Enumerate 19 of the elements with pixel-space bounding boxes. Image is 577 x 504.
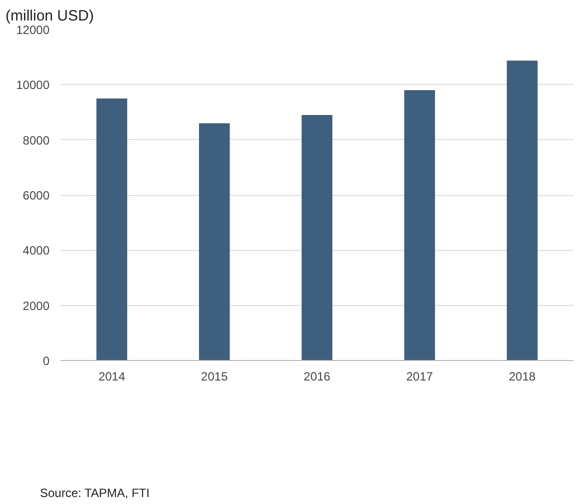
y-tick-label: 8000: [22, 133, 50, 148]
y-tick-label: 10000: [16, 78, 50, 92]
y-tick-label: 4000: [22, 244, 50, 258]
y-tick-label: 0: [42, 354, 50, 368]
source-note: Source: TAPMA, FTI: [40, 485, 150, 502]
bar: [96, 98, 128, 360]
bar: [302, 115, 332, 360]
x-tick-label: 2014: [98, 370, 126, 384]
bar: [199, 123, 230, 360]
x-tick-label: 2016: [304, 370, 331, 384]
bar: [404, 90, 435, 360]
x-tick-label: 2018: [508, 370, 536, 384]
x-tick-label: 2017: [406, 370, 434, 384]
y-tick-label: 2000: [22, 298, 50, 313]
x-tick-label: 2015: [201, 370, 228, 384]
chart-title: (million USD): [6, 8, 94, 24]
y-tick-label: 6000: [22, 188, 50, 202]
bar: [506, 60, 538, 360]
y-tick-label: 12000: [16, 23, 50, 37]
